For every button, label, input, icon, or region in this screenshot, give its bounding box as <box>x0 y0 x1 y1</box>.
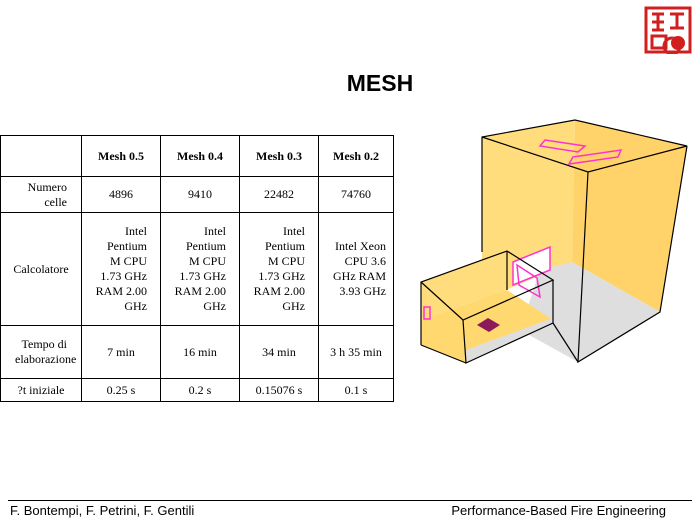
table-cell: 0.1 s <box>318 378 394 402</box>
table-cell: 0.2 s <box>160 378 240 402</box>
table-cell: 4896 <box>81 176 161 213</box>
table-cell: Intel Pentium M CPU 1.73 GHz RAM 2.00 GH… <box>81 212 161 326</box>
table-row: Tempo di elaborazione 7 min 16 min 34 mi… <box>0 325 394 379</box>
header-cell: Mesh 0.4 <box>160 135 240 177</box>
small-box-floor-shade <box>466 318 553 363</box>
table-cell: Intel Pentium M CPU 1.73 GHz RAM 2.00 GH… <box>239 212 319 326</box>
table-cell: Intel Pentium M CPU 1.73 GHz RAM 2.00 GH… <box>160 212 240 326</box>
table-row: Numero celle 4896 9410 22482 74760 <box>0 176 394 213</box>
big-box-back-right-wall <box>572 120 687 312</box>
slide-title: MESH <box>346 70 414 96</box>
header-cell: Mesh 0.2 <box>318 135 394 177</box>
footer-authors: F. Bontempi, F. Petrini, F. Gentili <box>10 503 195 518</box>
vent <box>538 139 587 153</box>
vent <box>567 149 623 165</box>
table-cell: 9410 <box>160 176 240 213</box>
table-cell: 34 min <box>239 325 319 379</box>
mesh-3d-model <box>420 119 688 364</box>
table-row: Calcolatore Intel Pentium M CPU 1.73 GHz… <box>0 212 394 326</box>
header-cell: Mesh 0.3 <box>239 135 319 177</box>
row-label: Tempo di elaborazione <box>0 325 82 379</box>
footer-course: Performance-Based Fire Engineering <box>451 503 666 518</box>
footer-divider <box>8 500 692 501</box>
row-label: Numero celle <box>0 176 82 213</box>
burner <box>477 318 500 332</box>
row-label: ?t iniziale <box>0 378 82 402</box>
table-cell: 16 min <box>160 325 240 379</box>
box-edges <box>420 119 688 364</box>
table-cell: 0.15076 s <box>239 378 319 402</box>
header-cell <box>0 135 82 177</box>
big-box-floor <box>520 262 660 362</box>
table-cell: 74760 <box>318 176 394 213</box>
mesh-table: Mesh 0.5 Mesh 0.4 Mesh 0.3 Mesh 0.2 Nume… <box>0 135 394 402</box>
table-cell: 0.25 s <box>81 378 161 402</box>
header-cell: Mesh 0.5 <box>81 135 161 177</box>
table-cell: 22482 <box>239 176 319 213</box>
vent <box>423 306 431 320</box>
row-label: Calcolatore <box>0 212 82 326</box>
table-cell: 3 h 35 min <box>318 325 394 379</box>
table-cell: Intel Xeon CPU 3.6 GHz RAM 3.93 GHz <box>318 212 394 326</box>
table-header-row: Mesh 0.5 Mesh 0.4 Mesh 0.3 Mesh 0.2 <box>0 135 394 177</box>
small-box-back-wall <box>421 251 507 320</box>
logo-seal <box>644 6 692 54</box>
table-cell: 7 min <box>81 325 161 379</box>
table-row: ?t iniziale 0.25 s 0.2 s 0.15076 s 0.1 s <box>0 378 394 402</box>
door-opening <box>516 263 541 299</box>
